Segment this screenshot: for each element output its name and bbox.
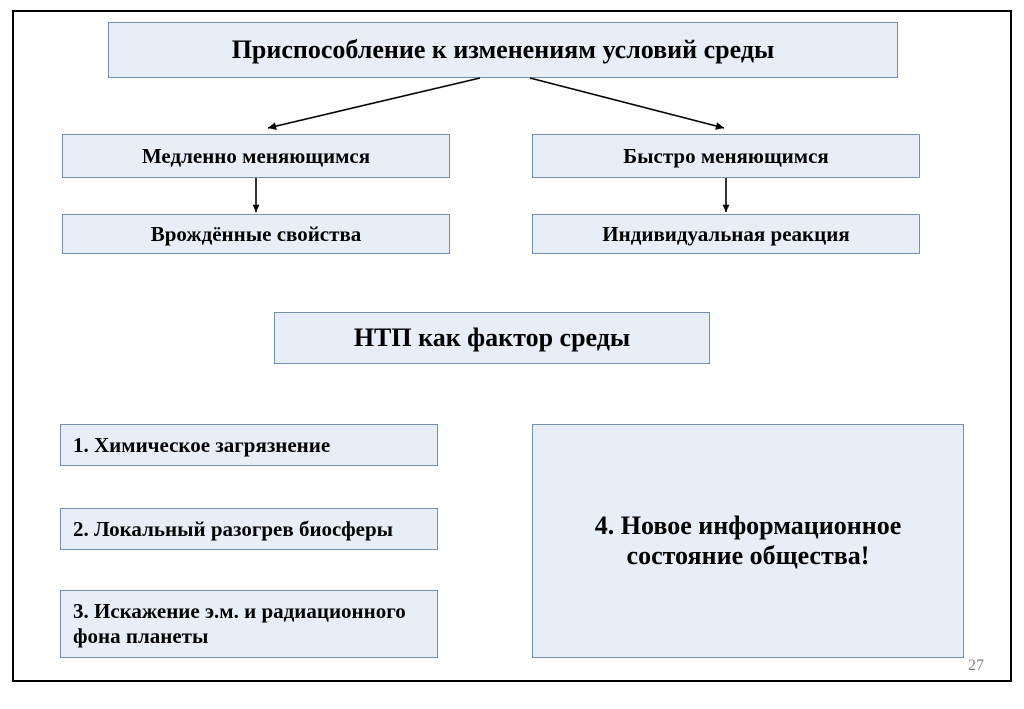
factor-4-text: 4. Новое информационное состояние общест… bbox=[541, 511, 955, 571]
factor-1-text: 1. Химическое загрязнение bbox=[73, 433, 330, 458]
title-box: Приспособление к изменениям условий сред… bbox=[108, 22, 898, 78]
fast-changing-box: Быстро меняющимся bbox=[532, 134, 920, 178]
reaction-text: Индивидуальная реакция bbox=[602, 222, 849, 247]
ntp-title-box: НТП как фактор среды bbox=[274, 312, 710, 364]
factor-3-box: 3. Искажение э.м. и радиационного фона п… bbox=[60, 590, 438, 658]
slow-changing-box: Медленно меняющимся bbox=[62, 134, 450, 178]
factor-1-box: 1. Химическое загрязнение bbox=[60, 424, 438, 466]
innate-text: Врождённые свойства bbox=[151, 222, 362, 247]
factor-3-text: 3. Искажение э.м. и радиационного фона п… bbox=[73, 599, 429, 649]
page-number: 27 bbox=[968, 657, 984, 675]
ntp-text: НТП как фактор среды bbox=[354, 323, 630, 353]
slide: Приспособление к изменениям условий сред… bbox=[0, 0, 1024, 709]
slow-text: Медленно меняющимся bbox=[142, 144, 370, 169]
factor-2-text: 2. Локальный разогрев биосферы bbox=[73, 517, 393, 542]
title-text: Приспособление к изменениям условий сред… bbox=[232, 35, 775, 65]
reaction-box: Индивидуальная реакция bbox=[532, 214, 920, 254]
factor-4-box: 4. Новое информационное состояние общест… bbox=[532, 424, 964, 658]
fast-text: Быстро меняющимся bbox=[623, 144, 829, 169]
factor-2-box: 2. Локальный разогрев биосферы bbox=[60, 508, 438, 550]
innate-box: Врождённые свойства bbox=[62, 214, 450, 254]
